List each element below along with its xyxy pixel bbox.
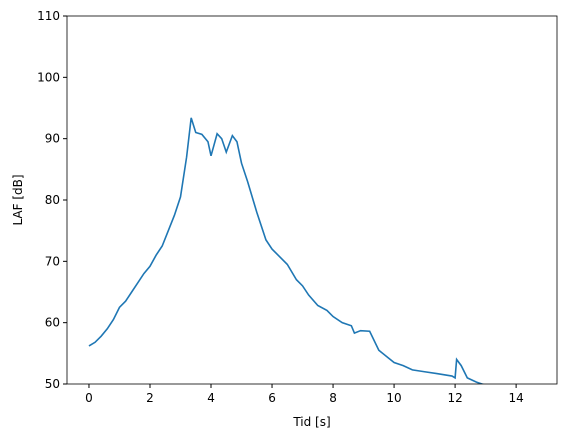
x-tick-label: 8 bbox=[329, 391, 337, 405]
data-line bbox=[88, 117, 485, 384]
y-tick-label: 50 bbox=[45, 377, 60, 391]
y-tick-label: 80 bbox=[45, 193, 60, 207]
x-tick-label: 12 bbox=[447, 391, 462, 405]
x-tick-label: 10 bbox=[386, 391, 401, 405]
x-tick-label: 14 bbox=[508, 391, 523, 405]
y-tick-label: 60 bbox=[45, 316, 60, 330]
x-axis-label: Tid [s] bbox=[292, 415, 330, 429]
y-tick-label: 70 bbox=[45, 254, 60, 268]
y-tick-label: 100 bbox=[37, 70, 60, 84]
x-tick-label: 4 bbox=[207, 391, 215, 405]
plot-frame bbox=[66, 15, 558, 385]
y-tick-label: 110 bbox=[37, 9, 60, 23]
x-tick-label: 6 bbox=[268, 391, 276, 405]
x-tick-label: 0 bbox=[85, 391, 93, 405]
y-tick-label: 90 bbox=[45, 132, 60, 146]
x-tick-label: 2 bbox=[146, 391, 154, 405]
y-axis-label: LAF [dB] bbox=[11, 174, 25, 225]
